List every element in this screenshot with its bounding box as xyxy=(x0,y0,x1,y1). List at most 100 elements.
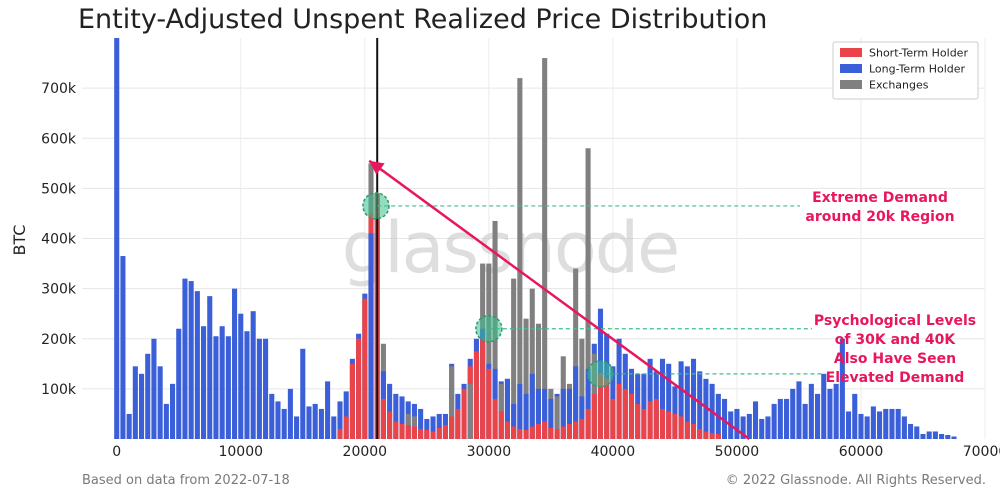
bar-exchanges xyxy=(579,338,585,439)
bar-short-term-holder xyxy=(653,398,659,439)
bar-long-term-holder xyxy=(765,416,771,439)
bar-short-term-holder xyxy=(442,424,448,439)
bar-short-term-holder xyxy=(424,429,430,439)
bar-short-term-holder xyxy=(566,423,573,439)
legend-label: Exchanges xyxy=(869,79,929,92)
bar-long-term-holder xyxy=(815,393,821,439)
bar-long-term-holder xyxy=(188,281,194,439)
x-tick-label: 0 xyxy=(112,444,121,460)
bar-short-term-holder xyxy=(659,408,666,439)
bar-long-term-holder xyxy=(393,393,399,439)
bar-long-term-holder xyxy=(219,326,225,439)
x-tick-label: 20000 xyxy=(343,444,388,460)
bar-long-term-holder xyxy=(424,418,430,439)
bar-long-term-holder xyxy=(932,431,938,439)
bar-exchanges xyxy=(486,263,492,439)
bar-long-term-holder xyxy=(225,336,231,439)
bar-short-term-holder xyxy=(622,388,628,439)
bar-short-term-holder xyxy=(399,423,405,439)
bar-long-term-holder xyxy=(151,338,157,439)
legend-box xyxy=(832,41,979,100)
bar-long-term-holder xyxy=(864,416,870,439)
bar-short-term-holder xyxy=(349,363,355,439)
x-tick-label: 40000 xyxy=(591,444,636,460)
bar-short-term-holder xyxy=(511,426,517,439)
bar-long-term-holder xyxy=(548,398,554,439)
bar-long-term-holder xyxy=(418,408,424,439)
bar-long-term-holder xyxy=(895,408,901,439)
bar-long-term-holder xyxy=(752,401,759,439)
bar-long-term-holder xyxy=(114,38,120,439)
bar-short-term-holder xyxy=(436,427,442,439)
bar-short-term-holder xyxy=(678,416,684,439)
bar-short-term-holder xyxy=(380,398,386,439)
bar-short-term-holder xyxy=(473,351,479,439)
bar-short-term-holder xyxy=(604,378,610,439)
bar-long-term-holder xyxy=(678,361,684,439)
bar-exchanges xyxy=(523,318,529,439)
bar-long-term-holder xyxy=(250,311,256,439)
bar-long-term-holder xyxy=(343,391,349,439)
bar-long-term-holder xyxy=(790,388,796,439)
bar-short-term-holder xyxy=(362,298,368,439)
bar-long-term-holder xyxy=(368,233,374,439)
bar-short-term-holder xyxy=(573,421,579,439)
x-tick-label: 70000 xyxy=(963,444,1000,460)
bar-long-term-holder xyxy=(523,393,529,439)
bar-exchanges xyxy=(449,366,455,439)
bar-long-term-holder xyxy=(858,413,864,439)
bar-short-term-holder xyxy=(666,411,672,439)
bar-long-term-holder xyxy=(331,416,337,439)
bar-long-term-holder xyxy=(901,416,907,439)
bar-long-term-holder xyxy=(877,411,883,439)
bar-short-term-holder xyxy=(430,431,436,439)
bar-short-term-holder xyxy=(591,393,597,439)
bar-long-term-holder xyxy=(535,388,542,439)
bar-long-term-holder xyxy=(721,398,728,439)
bar-long-term-holder xyxy=(504,378,510,439)
x-tick-label: 10000 xyxy=(218,444,263,460)
bar-long-term-holder xyxy=(846,411,852,439)
bar-long-term-holder xyxy=(337,401,343,439)
x-tick-label: 30000 xyxy=(467,444,512,460)
bar-long-term-holder xyxy=(852,393,858,439)
bar-long-term-holder xyxy=(182,278,188,439)
bar-short-term-holder xyxy=(523,429,529,439)
bar-long-term-holder xyxy=(300,348,306,439)
legend-swatch xyxy=(840,80,862,89)
bar-long-term-holder xyxy=(399,396,405,439)
bar-exchanges xyxy=(535,323,542,439)
y-axis-label: BTC xyxy=(10,225,29,256)
bar-short-term-holder xyxy=(492,398,498,439)
bar-long-term-holder xyxy=(579,396,585,439)
annotation-text: around 20k Region xyxy=(805,209,954,225)
annotation-text: of 30K and 40K xyxy=(835,332,957,348)
bar-short-term-holder xyxy=(560,426,566,439)
bar-long-term-holder xyxy=(132,366,138,439)
bar-long-term-holder xyxy=(312,403,318,439)
bar-long-term-holder xyxy=(170,383,176,439)
bar-long-term-holder xyxy=(926,431,932,439)
bar-long-term-holder xyxy=(194,291,200,439)
bar-short-term-holder xyxy=(542,421,548,439)
bar-long-term-holder xyxy=(908,423,914,439)
axis-layer: 100k 200k 300k 400k 500k 600k 700k 0 10000 20000 3… xyxy=(10,81,1000,460)
bar-short-term-holder xyxy=(703,431,709,439)
bar-long-term-holder xyxy=(827,388,833,439)
bar-short-term-holder xyxy=(554,428,560,439)
bar-exchanges xyxy=(467,383,473,439)
bar-long-term-holder xyxy=(914,426,920,439)
bar-long-term-holder xyxy=(802,403,808,439)
bar-long-term-holder xyxy=(641,373,647,439)
bar-short-term-holder xyxy=(690,423,697,439)
x-tick-label: 50000 xyxy=(715,444,760,460)
bar-long-term-holder xyxy=(697,371,703,439)
bar-long-term-holder xyxy=(566,388,573,439)
bar-long-term-holder xyxy=(126,413,132,439)
bar-short-term-holder xyxy=(411,426,417,439)
bar-short-term-holder xyxy=(356,338,362,439)
legend-swatch xyxy=(840,64,862,73)
bar-short-term-holder xyxy=(585,408,591,439)
bar-short-term-holder xyxy=(461,388,467,439)
bar-long-term-holder xyxy=(684,366,690,439)
